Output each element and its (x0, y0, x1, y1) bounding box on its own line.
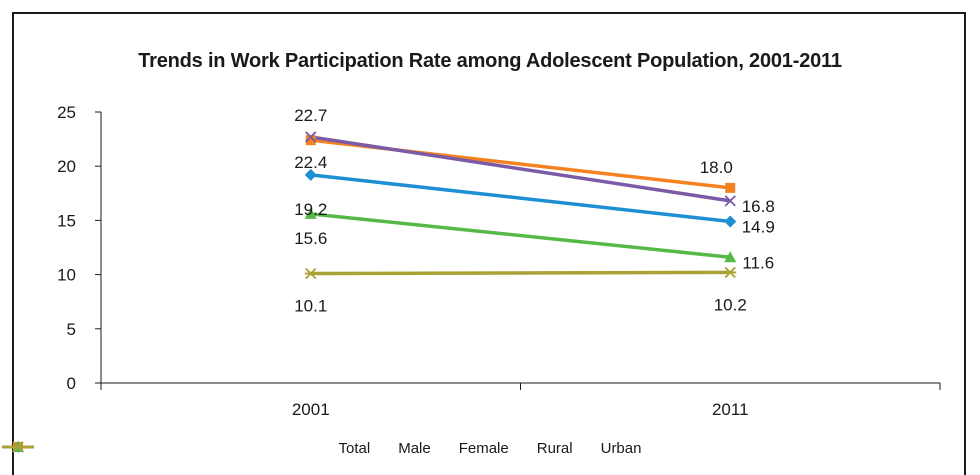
point-male-2011 (725, 182, 736, 193)
point-total-2011 (724, 215, 737, 228)
data-label-female-2011: 11.6 (742, 253, 774, 272)
legend-item-total: Total (2, 440, 371, 457)
chart-legend: Total Male Female Rural Urban (0, 440, 980, 457)
data-label-male-2011: 18.0 (700, 158, 733, 177)
legend-item-urban: Urban (2, 440, 642, 457)
point-male-2001 (305, 135, 316, 146)
chart-title: Trends in Work Participation Rate among … (138, 50, 842, 72)
legend-label-total: Total (338, 440, 371, 457)
point-total-2001 (304, 168, 317, 181)
data-label-female-2001: 15.6 (294, 229, 327, 248)
data-label-urban-2011: 10.2 (714, 295, 747, 314)
data-label-total-2001: 19.2 (294, 200, 327, 219)
x-tick-label-2001: 2001 (292, 400, 330, 419)
legend-item-female: Female (2, 440, 509, 457)
series-line-rural (310, 135, 731, 203)
data-label-rural-2001: 22.7 (294, 106, 327, 125)
point-female-2001 (304, 207, 317, 219)
y-tick-label-5: 5 (67, 320, 76, 339)
y-tick-label-15: 15 (57, 211, 76, 230)
legend-item-male: Male (2, 440, 431, 457)
point-female-2011 (724, 251, 737, 263)
y-tick-label-10: 10 (57, 266, 76, 285)
data-label-male-2001: 22.4 (294, 153, 327, 172)
x-tick-label-2011: 2011 (712, 400, 749, 419)
legend-label-male: Male (398, 440, 431, 457)
legend-label-rural: Rural (536, 440, 573, 457)
legend-item-rural: Rural (2, 440, 573, 457)
y-tick-label-25: 25 (57, 103, 76, 122)
series-line-female (310, 212, 731, 259)
point-rural-2011 (724, 195, 736, 207)
y-tick-label-20: 20 (57, 157, 76, 176)
point-urban-2001 (304, 267, 317, 280)
data-label-urban-2001: 10.1 (294, 297, 327, 316)
point-rural-2001 (305, 131, 317, 143)
data-label-rural-2011: 16.8 (742, 197, 775, 216)
legend-label-urban: Urban (600, 440, 642, 457)
y-tick-label-0: 0 (67, 374, 76, 393)
legend-label-female: Female (458, 440, 509, 457)
chart-frame (12, 12, 966, 475)
legend-swatch-urban (2, 441, 34, 453)
series-line-total (310, 173, 731, 224)
series-line-urban (310, 270, 731, 276)
legend-marker-urban (12, 441, 24, 453)
point-urban-2011 (724, 266, 737, 279)
data-label-total-2011: 14.9 (742, 217, 775, 236)
